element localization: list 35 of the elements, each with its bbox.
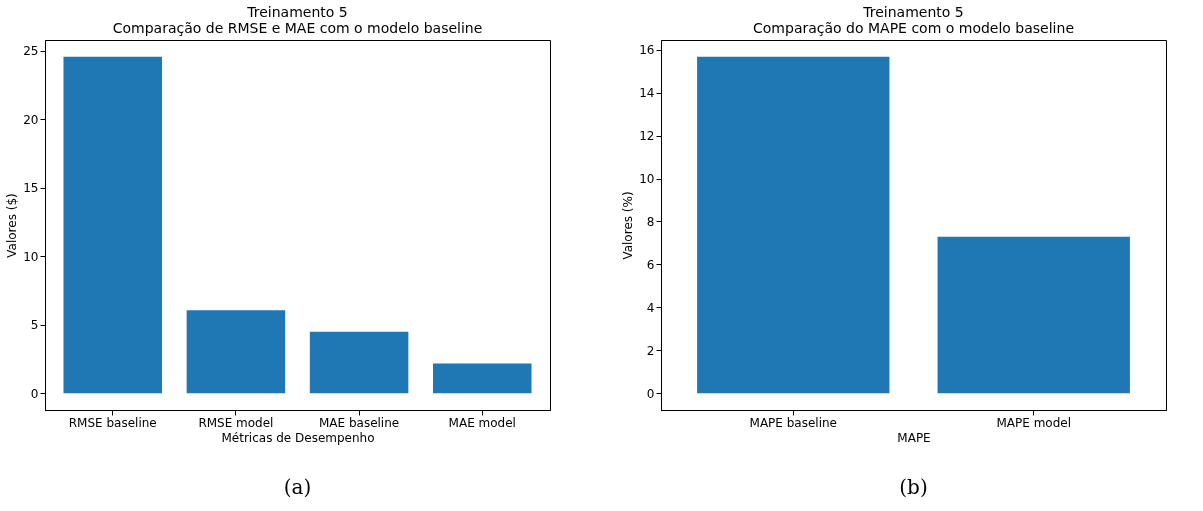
- x-tick-label: MAE baseline: [318, 415, 400, 430]
- y-tick-label: 12: [639, 129, 655, 144]
- y-tick-label: 4: [646, 300, 655, 315]
- chart-title: Treinamento 5: [246, 4, 348, 20]
- y-tick-label: 0: [646, 386, 655, 401]
- y-axis-title: Valores ($): [5, 193, 20, 258]
- chart-subtitle: Comparação do MAPE com o modelo baseline: [753, 20, 1074, 36]
- bar: [63, 56, 163, 394]
- x-tick-label: MAPE baseline: [749, 415, 837, 430]
- y-tick-label: 8: [646, 214, 655, 229]
- y-tick-label: 10: [23, 249, 39, 264]
- y-tick-label: 6: [646, 257, 655, 272]
- text: (b): [899, 475, 928, 499]
- y-tick-label: 5: [30, 318, 39, 333]
- x-axis-title: MAPE: [897, 430, 931, 445]
- bar: [186, 310, 286, 394]
- y-axis-title: Valores (%): [621, 191, 636, 260]
- x-tick-label: MAPE model: [996, 415, 1072, 430]
- bar: [432, 363, 532, 394]
- chart-subtitle: Comparação de RMSE e MAE com o modelo baseline: [112, 20, 483, 36]
- x-tick-label: MAE model: [448, 415, 516, 430]
- y-tick-label: 2: [646, 343, 655, 358]
- y-tick-label: 15: [23, 181, 39, 196]
- text: (a): [283, 475, 312, 499]
- x-axis-title: Métricas de Desempenho: [221, 430, 375, 445]
- x-tick-label: RMSE model: [198, 415, 274, 430]
- y-tick-label: 20: [23, 112, 39, 127]
- chart-title: Treinamento 5: [862, 4, 964, 20]
- y-tick-label: 0: [30, 386, 39, 401]
- y-tick-label: 10: [639, 172, 655, 187]
- bar: [309, 331, 409, 394]
- y-tick-label: 16: [639, 43, 655, 58]
- y-tick-label: 25: [23, 44, 39, 59]
- y-tick-label: 14: [639, 86, 655, 101]
- x-tick-label: RMSE baseline: [68, 415, 157, 430]
